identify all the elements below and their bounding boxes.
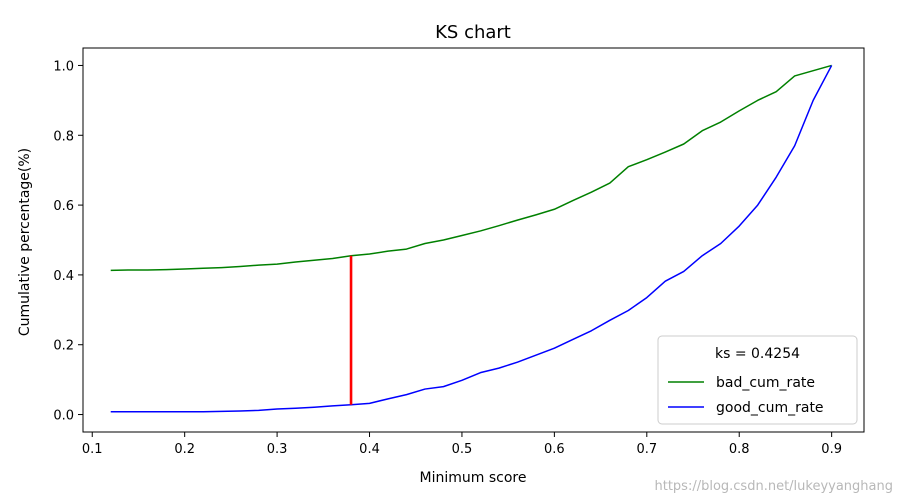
x-tick-label: 0.2: [174, 442, 195, 457]
x-tick-label: 0.3: [267, 442, 288, 457]
y-axis-label: Cumulative percentage(%): [17, 148, 33, 336]
x-tick-label: 0.5: [452, 442, 473, 457]
chart-title: KS chart: [435, 22, 511, 43]
x-tick-label: 0.8: [729, 442, 750, 457]
y-tick-label: 1.0: [53, 59, 74, 74]
x-tick-label: 0.1: [82, 442, 103, 457]
plot-frame: [82, 47, 865, 433]
x-tick-label: 0.9: [821, 442, 842, 457]
x-axis-label: Minimum score: [420, 470, 527, 486]
legend-label-bad-cum-rate: bad_cum_rate: [716, 375, 815, 391]
series-line-bad-cum-rate: [110, 64, 832, 272]
plot-area: 0.1 0.2 0.3 0.4 0.5 0.6 0.7 0.8 0.9 0.0 0.2 0.4 0.6 0…: [53, 47, 865, 457]
x-tick-label: 0.7: [636, 442, 657, 457]
legend-box: [657, 335, 858, 425]
y-tick-label: 0.2: [53, 339, 74, 354]
y-tick-label: 0.8: [53, 129, 74, 144]
legend: ks = 0.4254 bad_cum_rate good_cum_rate: [657, 335, 858, 425]
y-tick-label: 0.0: [53, 409, 74, 424]
series-line-good-cum-rate: [110, 65, 833, 413]
legend-title: ks = 0.4254: [715, 346, 800, 362]
legend-label-good-cum-rate: good_cum_rate: [716, 400, 824, 416]
watermark-text: https://blog.csdn.net/lukeyyanghang: [654, 479, 893, 494]
y-tick-label: 0.6: [53, 199, 74, 214]
y-tick-label: 0.4: [53, 269, 74, 284]
x-tick-label: 0.6: [544, 442, 565, 457]
x-tick-label: 0.4: [359, 442, 380, 457]
